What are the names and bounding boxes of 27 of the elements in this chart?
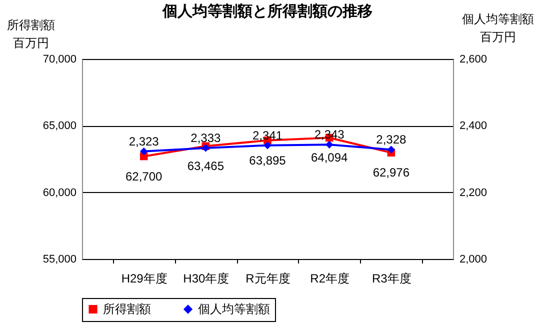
x-tick-label: H30年度 (183, 272, 230, 286)
x-tick-label: R2年度 (310, 272, 350, 286)
y-axis-title: 所得割額百万円 (6, 17, 56, 52)
data-label: 62,976 (372, 166, 410, 180)
data-label: 63,895 (249, 153, 286, 168)
y2-tick-label: 2,000 (460, 254, 488, 266)
x-tick-label: R3年度 (372, 272, 412, 286)
data-label: 2,333 (190, 131, 222, 145)
y2-tick-label: 2,200 (460, 186, 488, 199)
y-tick-label: 60,000 (42, 186, 76, 199)
y2-tick-label: 2,600 (460, 54, 488, 66)
y2-axis-title: 個人均等割額百万円 (460, 11, 535, 46)
x-tick-label: R元年度 (246, 272, 290, 286)
data-label: 2,328 (376, 132, 407, 147)
y2-tick-label: 2,400 (460, 120, 488, 132)
legend-label: 所得割額 (103, 302, 151, 316)
y-tick-label: 70,000 (42, 54, 76, 66)
data-label: 64,094 (310, 150, 348, 165)
data-label: 2,341 (252, 128, 283, 142)
legend-label: 個人均等割額 (198, 302, 270, 316)
y-tick-label: 65,000 (42, 120, 76, 132)
y-tick-label: 55,000 (42, 254, 76, 266)
x-tick-label: H29年度 (121, 272, 168, 286)
data-label: 62,700 (125, 169, 163, 184)
data-label: 63,465 (187, 159, 224, 174)
chart-title: 個人均等割額と所得割額の推移 (162, 3, 372, 20)
data-label: 2,323 (128, 134, 160, 148)
